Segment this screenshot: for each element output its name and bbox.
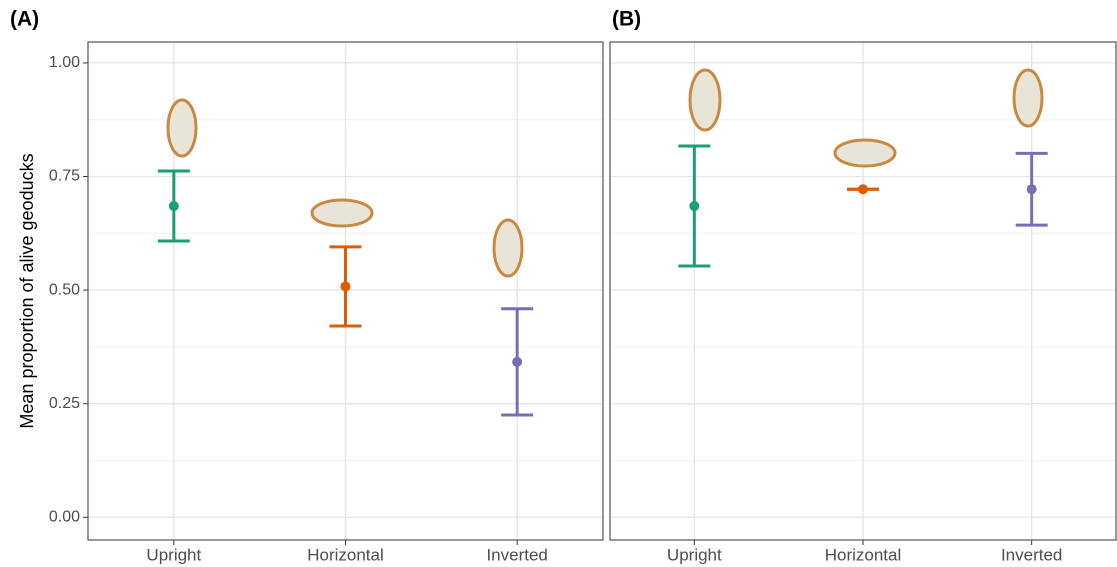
y-axis-title: Mean proportion of alive geoducks	[17, 153, 37, 428]
point	[858, 184, 868, 194]
y-tick-label: 0.25	[49, 395, 80, 412]
geoduck-icon	[690, 70, 720, 130]
x-tick-label: Horizontal	[307, 545, 384, 564]
x-tick-label: Inverted	[486, 545, 547, 564]
geoduck-icon	[1014, 70, 1042, 126]
point	[169, 201, 179, 211]
panel-label: (B)	[612, 8, 641, 31]
geoduck-icon	[312, 200, 372, 226]
point	[689, 201, 699, 211]
y-tick-label: 0.50	[49, 281, 80, 298]
geoduck-icon	[494, 220, 522, 276]
figure: (A) (B) Mean proportion of alive geoduck…	[0, 0, 1117, 567]
point	[1027, 184, 1037, 194]
y-tick-label: 0.00	[49, 508, 80, 525]
geoduck-icon	[168, 100, 196, 156]
x-tick-label: Inverted	[1001, 545, 1062, 564]
point	[341, 281, 351, 291]
geoduck-icons	[168, 70, 1042, 276]
x-tick-label: Upright	[146, 545, 201, 564]
panel-label: (A)	[10, 8, 39, 31]
point	[512, 357, 522, 367]
x-tick-label: Upright	[667, 545, 722, 564]
x-tick-label: Horizontal	[825, 545, 902, 564]
geoduck-icon	[835, 140, 895, 166]
y-tick-label: 0.75	[49, 168, 80, 185]
y-tick-label: 1.00	[49, 54, 80, 71]
